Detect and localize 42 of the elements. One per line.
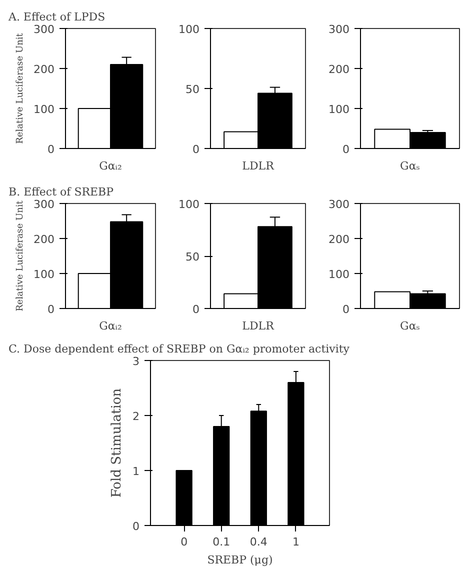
chart-title: A. Effect of LPDS bbox=[8, 10, 106, 24]
y-tick-label: 200 bbox=[34, 63, 55, 76]
y-tick-label: 0 bbox=[342, 143, 350, 156]
x-axis-title: Gαₛ bbox=[400, 320, 420, 332]
chart-title: C. Dose dependent effect of SREBP on Gαᵢ₂ promoter activity bbox=[8, 342, 350, 356]
y-tick-label: 100 bbox=[178, 198, 200, 211]
y-tick-label: 0 bbox=[192, 303, 200, 316]
x-tick-label: 1 bbox=[292, 536, 300, 548]
y-tick-label: 3 bbox=[132, 355, 140, 368]
y-tick-label: 300 bbox=[328, 198, 350, 211]
y-axis-title: Relative Luciferase Unit bbox=[16, 200, 26, 312]
y-tick-label: 0 bbox=[48, 303, 54, 316]
y-tick-label: 0 bbox=[342, 303, 350, 316]
y-tick-label: 200 bbox=[328, 233, 350, 246]
x-tick-label: 0.1 bbox=[212, 536, 230, 548]
y-tick-label: 300 bbox=[34, 198, 55, 211]
y-tick-label: 300 bbox=[34, 23, 55, 36]
y-tick-label: 1 bbox=[132, 465, 140, 478]
x-tick-label: 0.4 bbox=[250, 536, 268, 548]
y-axis-title: Fold Stimulation bbox=[110, 388, 124, 498]
chart-title: B. Effect of SREBP bbox=[8, 186, 114, 198]
x-axis-title: Gαᵢ₂ bbox=[99, 320, 122, 332]
x-axis-title: SREBP (μg) bbox=[207, 554, 273, 566]
y-tick-label: 200 bbox=[328, 63, 350, 76]
y-axis-title: Relative Luciferase Unit bbox=[16, 32, 26, 144]
x-axis-title: LDLR bbox=[242, 320, 275, 332]
y-tick-label: 0 bbox=[132, 520, 140, 533]
x-axis-title: Gαᵢ₂ bbox=[99, 160, 122, 172]
y-tick-label: 100 bbox=[328, 268, 350, 281]
x-axis-title: LDLR bbox=[242, 160, 275, 172]
y-tick-label: 50 bbox=[186, 83, 200, 96]
y-tick-label: 50 bbox=[186, 250, 200, 264]
y-tick-label: 100 bbox=[328, 103, 350, 116]
y-tick-label: 200 bbox=[34, 233, 55, 246]
y-tick-label: 0 bbox=[192, 143, 200, 156]
x-axis-title: Gαₛ bbox=[400, 160, 420, 172]
y-tick-label: 100 bbox=[178, 23, 200, 36]
y-tick-label: 2 bbox=[132, 410, 140, 423]
y-tick-label: 0 bbox=[48, 143, 54, 156]
y-tick-label: 100 bbox=[34, 103, 55, 116]
y-tick-label: 300 bbox=[328, 23, 350, 36]
y-tick-label: 100 bbox=[34, 268, 55, 281]
